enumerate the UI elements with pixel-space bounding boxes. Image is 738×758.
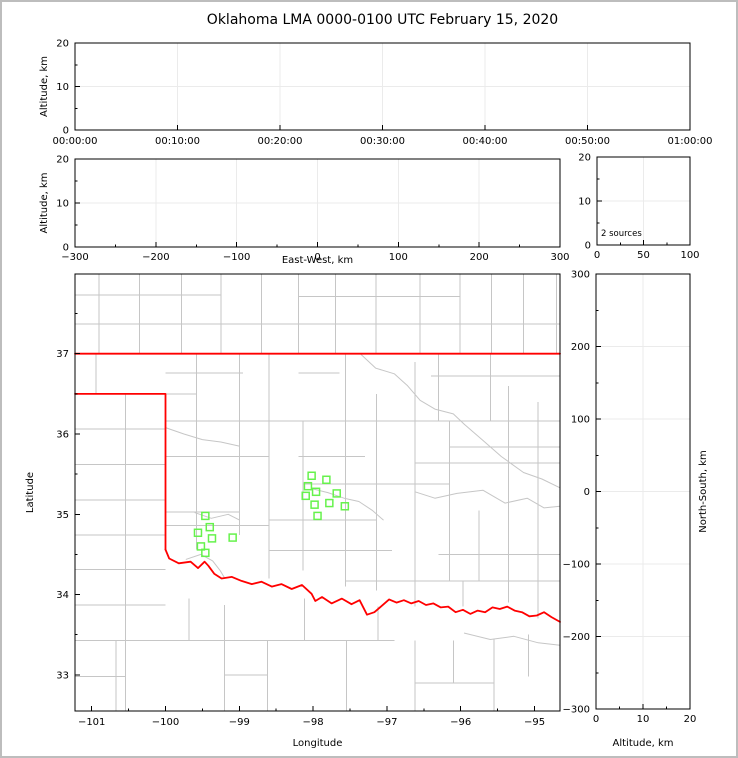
y-tick-label: 10 (578, 197, 591, 208)
axis-label-x: East-West, km (282, 255, 353, 266)
x-tick-label: 10 (637, 714, 650, 725)
y-tick-label: 300 (571, 270, 590, 281)
panel-ew_height: −300 −200 −100 0 100 200 300 0 10 20 Altitude, km E… (39, 155, 570, 267)
x-tick-label: 100 (389, 252, 408, 263)
county-river-line (463, 632, 561, 646)
station-marker (310, 500, 319, 509)
station-marker (313, 511, 322, 521)
state-border-red-river (164, 548, 561, 623)
county-river-line (360, 354, 465, 425)
y-tick-label: −200 (563, 632, 590, 643)
x-tick-label: 00:00:00 (53, 136, 98, 147)
axis-label-y: North-South, km (698, 450, 709, 533)
figure-title: Oklahoma LMA 0000-0100 UTC February 15, … (206, 12, 559, 28)
y-tick-label: 33 (56, 670, 69, 681)
y-tick-label: 200 (571, 342, 590, 353)
station-marker (307, 471, 316, 481)
y-tick-label: 20 (578, 153, 591, 164)
x-tick-label: −200 (142, 252, 169, 263)
x-tick-label: 01:00:00 (668, 136, 713, 147)
county-river-line (463, 423, 561, 489)
state-border-panhandle (74, 392, 167, 551)
y-tick-label: −300 (563, 705, 590, 716)
x-tick-label: 0 (594, 250, 600, 261)
axis-label-y: Altitude, km (39, 173, 50, 234)
axis-label-x: Altitude, km (613, 738, 674, 749)
y-tick-label: 20 (56, 39, 69, 50)
y-tick-label: 100 (571, 415, 590, 426)
y-tick-label: 0 (584, 487, 590, 498)
axis-label-x: Longitude (293, 738, 343, 749)
station-marker (325, 498, 334, 508)
x-tick-label: 200 (470, 252, 489, 263)
x-tick-label: −100 (152, 717, 179, 728)
x-tick-label: 0 (314, 252, 320, 263)
panel-time_height: 00:00:00 00:10:00 00:20:00 00:30:00 00:40:00… (39, 39, 712, 148)
x-tick-label: −99 (229, 717, 250, 728)
map-layers (74, 274, 561, 711)
station-marker (340, 502, 350, 511)
x-tick-label: 300 (550, 252, 569, 263)
y-tick-label: 34 (56, 590, 69, 601)
county-river-line (194, 512, 240, 521)
station-marker (205, 522, 215, 532)
y-tick-label: 0 (585, 241, 591, 252)
x-tick-label: −95 (524, 717, 545, 728)
station-marker (193, 528, 203, 538)
x-tick-label: 00:10:00 (155, 136, 200, 147)
county-river-line (185, 553, 225, 579)
x-tick-label: 00:30:00 (360, 136, 405, 147)
x-tick-label: −101 (78, 717, 105, 728)
axis-label-y: Altitude, km (39, 56, 50, 117)
x-tick-label: 50 (637, 250, 650, 261)
x-tick-label: 00:50:00 (565, 136, 610, 147)
x-tick-label: −98 (303, 717, 324, 728)
panel-source_histogram: 0 50 100 0 10 20 2 sources (578, 153, 699, 262)
x-tick-label: 100 (680, 250, 699, 261)
x-tick-label: −100 (223, 252, 250, 263)
station-marker (207, 534, 217, 543)
county-river-line (311, 488, 384, 521)
station-marker (332, 489, 341, 498)
panel-ns_height: 0 10 20 300 200 100 0 −100 −200 −300 North-South, … (563, 270, 709, 750)
y-tick-label: 0 (63, 243, 69, 254)
station-marker (301, 491, 310, 501)
station-marker (311, 487, 321, 497)
panel-map: −101 −100 −99 −98 −97 −96 −95 33 34 35 36 37 Latitud… (25, 273, 561, 749)
y-tick-label: 0 (63, 126, 69, 137)
station-marker (201, 511, 210, 521)
annotation-sources: 2 sources (601, 229, 642, 239)
county-river-line (414, 489, 561, 509)
station-marker (196, 542, 206, 551)
panel-frame (74, 273, 561, 712)
x-tick-label: −96 (450, 717, 471, 728)
station-marker (201, 548, 210, 558)
station-marker (228, 533, 237, 542)
y-tick-label: 37 (56, 349, 69, 360)
x-tick-label: 00:40:00 (463, 136, 508, 147)
x-tick-label: −300 (61, 252, 88, 263)
x-tick-label: 0 (593, 714, 599, 725)
y-tick-label: 35 (56, 510, 69, 521)
y-tick-label: 36 (56, 430, 69, 441)
x-tick-label: 00:20:00 (258, 136, 303, 147)
y-tick-label: −100 (563, 560, 590, 571)
county-river-line (165, 427, 240, 447)
x-tick-label: 20 (684, 714, 697, 725)
axis-label-y: Latitude (25, 472, 36, 513)
station-marker (303, 481, 313, 491)
station-marker (322, 475, 331, 485)
y-tick-label: 10 (56, 82, 69, 93)
y-tick-label: 10 (56, 199, 69, 210)
x-tick-label: −97 (376, 717, 397, 728)
y-tick-label: 20 (56, 155, 69, 166)
